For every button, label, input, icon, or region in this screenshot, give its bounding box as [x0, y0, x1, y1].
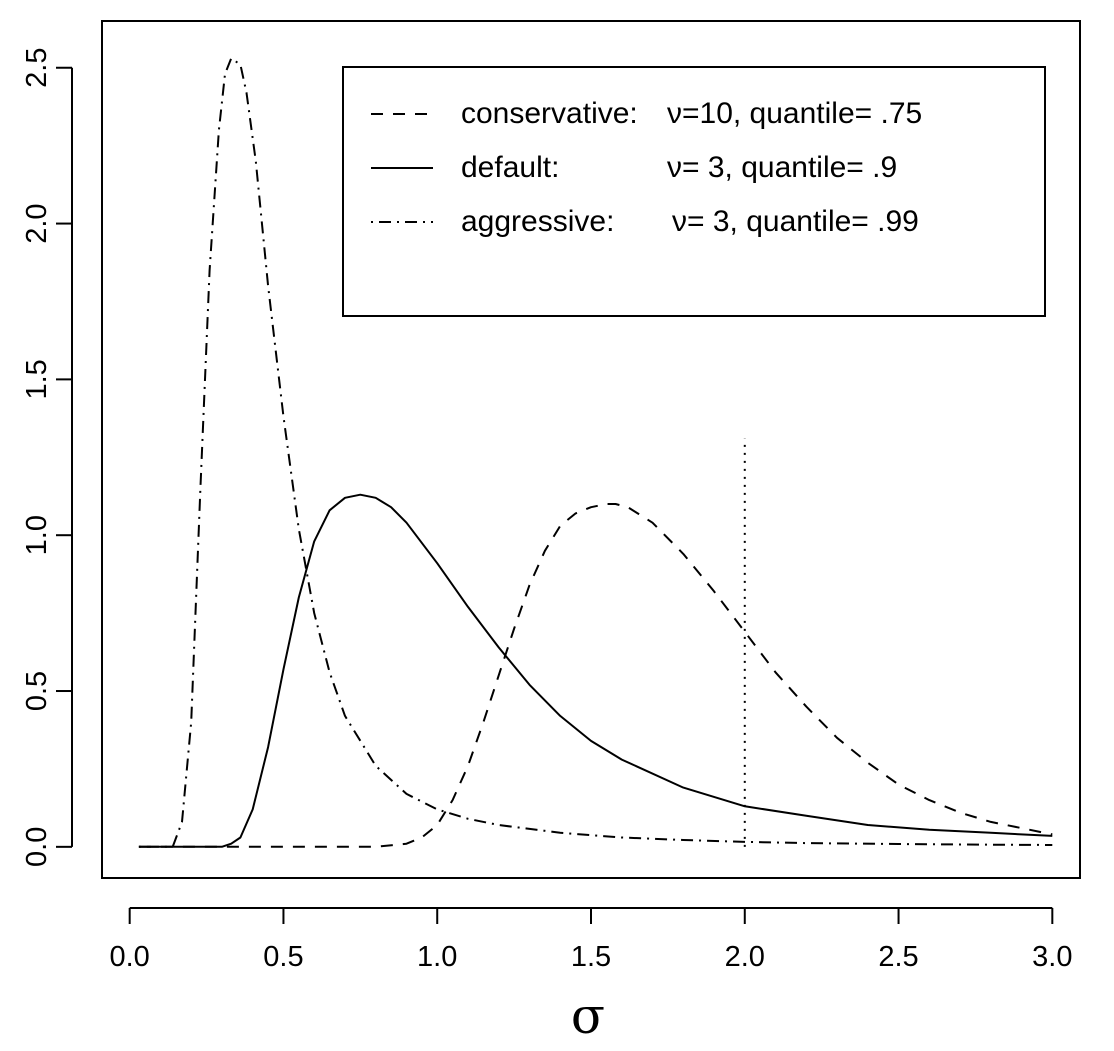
x-tick-label: 2.0 [725, 941, 765, 973]
series-layer [138, 57, 1053, 848]
x-tick-label: 2.5 [878, 941, 918, 973]
legend: conservative: ν=10, quantile= .75 defaul… [342, 66, 1046, 317]
y-tick-label: 1.0 [21, 515, 53, 555]
legend-label-conservative: conservative: [461, 97, 638, 130]
x-tick-label: 3.0 [1032, 941, 1072, 973]
series-conservative [138, 503, 1053, 848]
plot-frame [101, 20, 1081, 879]
series-default [138, 493, 1053, 848]
x-tick-label: 1.0 [417, 941, 457, 973]
x-tick-label: 0.0 [110, 941, 150, 973]
legend-label-default: default: [461, 151, 559, 184]
x-tick-label: 1.5 [571, 941, 611, 973]
legend-label-aggressive: aggressive: [461, 205, 614, 238]
y-tick-label: 1.5 [21, 359, 53, 399]
legend-box [342, 66, 1046, 317]
series-aggressive [138, 57, 1053, 848]
y-tick-label: 0.5 [21, 671, 53, 711]
y-tick-label: 2.0 [21, 203, 53, 243]
axes-layer: 0.0 0.5 1.0 1.5 2.0 2.5 3.0 0.0 0.5 1.0 1.5 2.0 2.5 [21, 48, 1072, 973]
legend-params-default: ν= 3, quantile= .9 [667, 151, 897, 184]
y-tick-label: 0.0 [21, 827, 53, 867]
legend-params-aggressive: ν= 3, quantile= .99 [672, 205, 919, 238]
x-tick-label: 0.5 [263, 941, 303, 973]
x-axis-title: σ [571, 987, 605, 1045]
y-tick-label: 2.5 [21, 48, 53, 88]
legend-params-conservative: ν=10, quantile= .75 [667, 97, 922, 130]
